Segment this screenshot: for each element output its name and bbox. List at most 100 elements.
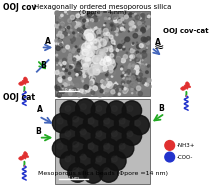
Circle shape bbox=[128, 66, 131, 69]
Circle shape bbox=[109, 46, 112, 49]
Circle shape bbox=[88, 65, 93, 69]
Circle shape bbox=[72, 22, 76, 25]
Circle shape bbox=[140, 69, 143, 71]
Circle shape bbox=[109, 41, 112, 44]
Circle shape bbox=[95, 64, 99, 68]
Circle shape bbox=[89, 33, 95, 40]
Circle shape bbox=[141, 27, 145, 31]
Circle shape bbox=[147, 15, 150, 18]
Circle shape bbox=[128, 73, 129, 74]
Circle shape bbox=[135, 34, 136, 36]
Circle shape bbox=[76, 99, 95, 118]
Circle shape bbox=[93, 78, 95, 80]
Circle shape bbox=[112, 106, 117, 112]
Circle shape bbox=[59, 62, 61, 64]
Circle shape bbox=[65, 61, 68, 64]
Circle shape bbox=[133, 33, 138, 38]
Circle shape bbox=[77, 22, 81, 27]
Circle shape bbox=[101, 58, 105, 61]
Circle shape bbox=[123, 47, 125, 50]
Circle shape bbox=[123, 88, 127, 92]
Circle shape bbox=[130, 55, 135, 59]
Circle shape bbox=[146, 71, 148, 74]
Circle shape bbox=[66, 78, 71, 83]
Circle shape bbox=[109, 39, 110, 41]
Circle shape bbox=[87, 13, 91, 17]
Circle shape bbox=[75, 91, 77, 93]
Circle shape bbox=[137, 67, 139, 69]
Circle shape bbox=[141, 66, 145, 70]
Circle shape bbox=[65, 131, 71, 137]
Circle shape bbox=[140, 55, 142, 57]
Circle shape bbox=[111, 70, 115, 75]
Circle shape bbox=[65, 39, 69, 43]
Circle shape bbox=[76, 74, 78, 76]
Circle shape bbox=[89, 41, 91, 43]
Circle shape bbox=[60, 126, 80, 145]
Circle shape bbox=[131, 67, 132, 68]
Circle shape bbox=[96, 67, 100, 70]
Circle shape bbox=[91, 64, 94, 67]
Circle shape bbox=[111, 24, 113, 26]
Circle shape bbox=[142, 29, 145, 32]
Text: A: A bbox=[45, 37, 51, 46]
Circle shape bbox=[73, 142, 78, 147]
Circle shape bbox=[96, 106, 102, 112]
Circle shape bbox=[99, 113, 118, 133]
Circle shape bbox=[96, 64, 101, 68]
Circle shape bbox=[55, 39, 59, 43]
Circle shape bbox=[76, 149, 95, 169]
Text: Mesoporous silica beads (Φpore =14 nm): Mesoporous silica beads (Φpore =14 nm) bbox=[38, 171, 168, 177]
Circle shape bbox=[145, 26, 146, 27]
Circle shape bbox=[90, 77, 92, 79]
Circle shape bbox=[79, 63, 80, 64]
Circle shape bbox=[142, 82, 144, 84]
Circle shape bbox=[121, 88, 122, 89]
Circle shape bbox=[109, 70, 112, 72]
Circle shape bbox=[140, 64, 144, 68]
Circle shape bbox=[110, 23, 113, 26]
Circle shape bbox=[78, 61, 79, 62]
FancyBboxPatch shape bbox=[24, 91, 25, 92]
Circle shape bbox=[83, 164, 103, 183]
Circle shape bbox=[83, 32, 90, 40]
Circle shape bbox=[95, 30, 98, 33]
Circle shape bbox=[120, 47, 123, 50]
Circle shape bbox=[63, 82, 66, 86]
Circle shape bbox=[114, 87, 115, 88]
Circle shape bbox=[91, 27, 95, 32]
Circle shape bbox=[148, 26, 150, 28]
Circle shape bbox=[132, 51, 134, 53]
Circle shape bbox=[52, 139, 72, 158]
Circle shape bbox=[122, 101, 142, 120]
Circle shape bbox=[83, 64, 89, 70]
Circle shape bbox=[60, 90, 61, 91]
Circle shape bbox=[123, 77, 124, 79]
Circle shape bbox=[103, 28, 108, 33]
Circle shape bbox=[61, 22, 64, 26]
Circle shape bbox=[108, 71, 111, 73]
Circle shape bbox=[65, 106, 71, 112]
Circle shape bbox=[102, 51, 106, 54]
Circle shape bbox=[114, 25, 115, 26]
Circle shape bbox=[88, 143, 94, 149]
Circle shape bbox=[77, 49, 80, 52]
Circle shape bbox=[88, 52, 93, 57]
Circle shape bbox=[75, 26, 77, 28]
Circle shape bbox=[101, 53, 103, 55]
Circle shape bbox=[106, 60, 108, 61]
Circle shape bbox=[82, 18, 85, 21]
Circle shape bbox=[101, 54, 104, 57]
Circle shape bbox=[112, 12, 113, 14]
Circle shape bbox=[125, 11, 127, 13]
Circle shape bbox=[75, 16, 77, 18]
Circle shape bbox=[110, 54, 114, 57]
Circle shape bbox=[100, 29, 101, 30]
Circle shape bbox=[114, 28, 118, 32]
Circle shape bbox=[120, 39, 124, 43]
Circle shape bbox=[81, 78, 84, 80]
Circle shape bbox=[104, 143, 110, 149]
Circle shape bbox=[73, 48, 76, 51]
Circle shape bbox=[132, 26, 136, 29]
Circle shape bbox=[112, 156, 117, 162]
